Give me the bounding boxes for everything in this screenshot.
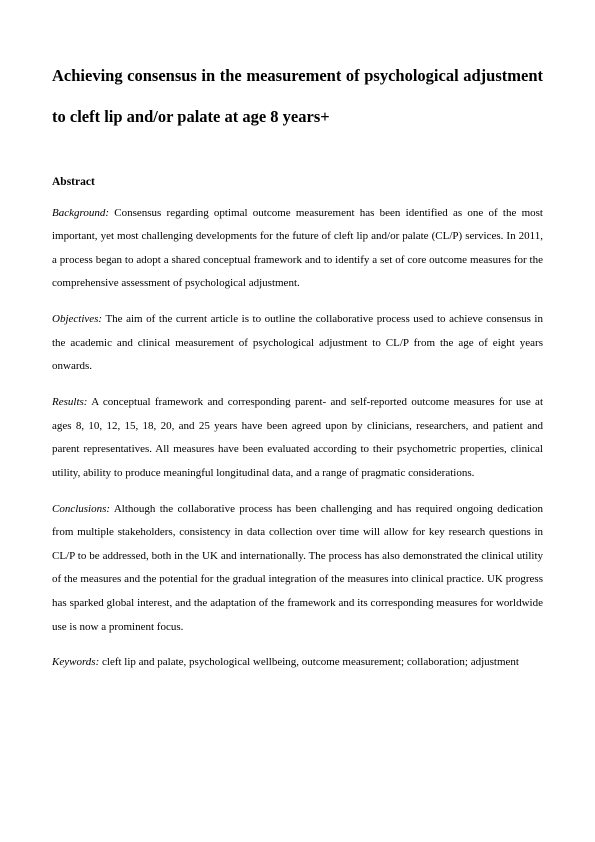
conclusions-section: Conclusions: Although the collaborative … bbox=[52, 498, 543, 640]
article-title: Achieving consensus in the measurement o… bbox=[52, 55, 543, 138]
background-section: Background: Consensus regarding optimal … bbox=[52, 202, 543, 297]
conclusions-text: Although the collaborative process has b… bbox=[52, 503, 543, 633]
keywords-text: cleft lip and palate, psychological well… bbox=[99, 656, 519, 668]
background-text: Consensus regarding optimal outcome meas… bbox=[52, 207, 543, 290]
objectives-label: Objectives: bbox=[52, 313, 102, 325]
results-label: Results: bbox=[52, 396, 87, 408]
objectives-text: The aim of the current article is to out… bbox=[52, 313, 543, 372]
results-section: Results: A conceptual framework and corr… bbox=[52, 391, 543, 486]
abstract-heading: Abstract bbox=[52, 176, 543, 188]
results-text: A conceptual framework and corresponding… bbox=[52, 396, 543, 479]
objectives-section: Objectives: The aim of the current artic… bbox=[52, 308, 543, 379]
keywords-section: Keywords: cleft lip and palate, psycholo… bbox=[52, 651, 543, 675]
background-label: Background: bbox=[52, 207, 109, 219]
conclusions-label: Conclusions: bbox=[52, 503, 110, 515]
keywords-label: Keywords: bbox=[52, 656, 99, 668]
